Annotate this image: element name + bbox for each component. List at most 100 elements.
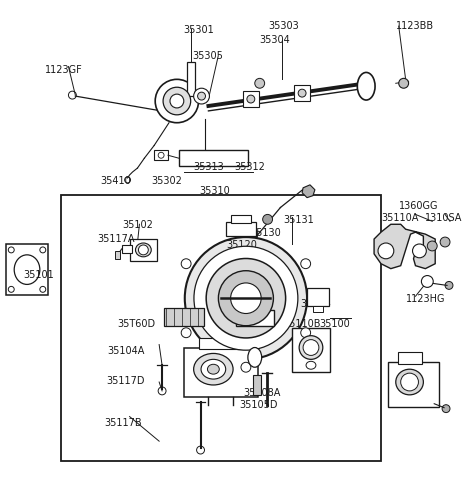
Circle shape xyxy=(68,92,76,100)
Text: 35117B: 35117B xyxy=(104,417,142,427)
Circle shape xyxy=(125,178,131,183)
Bar xyxy=(398,353,422,365)
Text: 1123HG: 1123HG xyxy=(405,294,445,304)
Text: 35313: 35313 xyxy=(194,162,224,172)
Circle shape xyxy=(40,287,46,293)
Circle shape xyxy=(298,90,306,98)
Text: 35110B: 35110B xyxy=(283,318,321,328)
Text: 35102: 35102 xyxy=(123,220,153,230)
Circle shape xyxy=(424,395,434,405)
Bar xyxy=(115,251,120,259)
Text: 35110A: 35110A xyxy=(381,213,418,223)
Circle shape xyxy=(262,215,272,225)
Circle shape xyxy=(8,287,14,293)
Text: 35117A: 35117A xyxy=(97,234,135,244)
Circle shape xyxy=(219,271,273,326)
Bar xyxy=(179,151,248,167)
Circle shape xyxy=(401,373,419,391)
Circle shape xyxy=(185,238,307,360)
Circle shape xyxy=(247,96,255,104)
Text: 35131: 35131 xyxy=(283,215,314,225)
Circle shape xyxy=(194,89,210,105)
Circle shape xyxy=(445,282,453,290)
Text: 35305: 35305 xyxy=(193,51,224,61)
Polygon shape xyxy=(302,185,315,198)
Circle shape xyxy=(197,446,204,454)
Circle shape xyxy=(40,247,46,253)
Circle shape xyxy=(301,328,311,338)
Text: 1123BB: 1123BB xyxy=(396,21,434,31)
Circle shape xyxy=(206,259,286,338)
Circle shape xyxy=(138,245,148,255)
Ellipse shape xyxy=(135,244,151,257)
Circle shape xyxy=(301,259,311,269)
Circle shape xyxy=(303,340,319,356)
Circle shape xyxy=(8,247,14,253)
Bar xyxy=(226,223,256,237)
Text: 35117D: 35117D xyxy=(106,375,144,386)
Circle shape xyxy=(170,95,184,109)
Text: 35130: 35130 xyxy=(250,228,280,238)
Text: 1310SA: 1310SA xyxy=(425,213,463,223)
Text: 35302: 35302 xyxy=(151,176,182,185)
Ellipse shape xyxy=(201,360,226,379)
Circle shape xyxy=(440,238,450,247)
Text: 35105C: 35105C xyxy=(247,318,285,328)
Text: 35303: 35303 xyxy=(269,21,299,31)
Text: 35104A: 35104A xyxy=(107,345,144,355)
Text: 35310: 35310 xyxy=(200,185,230,195)
Text: 1123GF: 1123GF xyxy=(45,64,83,74)
Text: 35410: 35410 xyxy=(100,176,131,185)
Bar xyxy=(388,363,439,407)
Bar xyxy=(294,86,310,102)
Text: 35105D: 35105D xyxy=(239,399,278,409)
Circle shape xyxy=(231,284,261,314)
Circle shape xyxy=(241,225,251,235)
Ellipse shape xyxy=(357,73,375,101)
Text: 35101: 35101 xyxy=(23,269,54,279)
Circle shape xyxy=(378,244,394,259)
Bar xyxy=(6,244,48,296)
Circle shape xyxy=(421,276,433,288)
Circle shape xyxy=(163,88,191,116)
Text: 35T60D: 35T60D xyxy=(118,318,156,328)
Circle shape xyxy=(158,153,164,159)
Circle shape xyxy=(194,247,298,350)
Ellipse shape xyxy=(194,354,233,385)
Text: 35301: 35301 xyxy=(184,25,215,35)
Circle shape xyxy=(255,79,265,89)
Text: 35312: 35312 xyxy=(234,162,265,172)
Text: 1360GG: 1360GG xyxy=(399,200,438,210)
Text: 35104: 35104 xyxy=(300,299,331,308)
Bar xyxy=(184,348,258,397)
Bar xyxy=(164,308,203,326)
Bar xyxy=(199,338,243,350)
Circle shape xyxy=(413,244,426,258)
Bar xyxy=(253,375,261,395)
Text: 35108A: 35108A xyxy=(243,387,280,397)
Ellipse shape xyxy=(306,362,316,369)
Bar xyxy=(122,245,132,253)
Bar xyxy=(231,216,251,224)
Circle shape xyxy=(181,259,191,269)
Ellipse shape xyxy=(248,348,261,367)
Text: 35304: 35304 xyxy=(260,35,290,45)
Circle shape xyxy=(155,80,199,123)
Circle shape xyxy=(158,387,166,395)
Circle shape xyxy=(399,79,409,89)
Text: 35100: 35100 xyxy=(319,318,350,328)
Bar xyxy=(313,306,323,312)
Circle shape xyxy=(241,363,251,372)
Bar xyxy=(60,195,381,461)
Bar xyxy=(236,310,273,326)
Ellipse shape xyxy=(14,255,40,285)
Ellipse shape xyxy=(396,369,423,395)
Bar xyxy=(187,62,194,97)
Bar xyxy=(154,151,168,161)
Ellipse shape xyxy=(299,336,323,360)
Circle shape xyxy=(427,242,437,251)
Ellipse shape xyxy=(208,365,219,374)
Bar xyxy=(292,328,330,372)
Polygon shape xyxy=(374,225,435,269)
Bar xyxy=(243,92,259,108)
